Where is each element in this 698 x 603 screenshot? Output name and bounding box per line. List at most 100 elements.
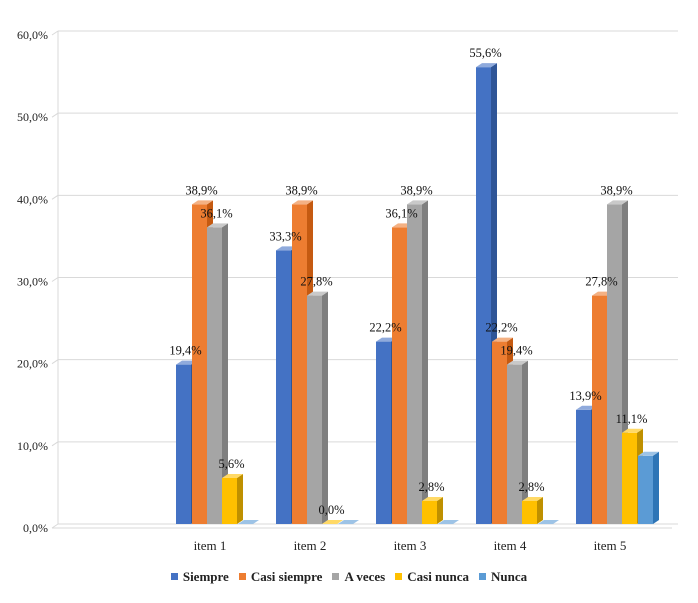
bar-top (376, 337, 397, 342)
data-label: 13,9% (569, 389, 601, 403)
y-tick-label: 60,0% (17, 28, 48, 42)
data-label: 22,2% (369, 321, 401, 335)
legend-item: A veces (332, 569, 385, 585)
bar-side (222, 223, 228, 524)
data-labels: 19,4% 38,9% 36,1% 5,6% 33,3% 38,9% 27,8% 0,0% 22… (169, 46, 647, 517)
bar-front (422, 500, 437, 524)
bar-front (607, 204, 622, 524)
bar-nunca (238, 520, 259, 524)
bar-top (438, 520, 459, 524)
bar-top (492, 337, 513, 342)
x-category-label: item 2 (294, 538, 327, 553)
bar-front (207, 227, 222, 524)
gridline-diagonal (51, 112, 59, 118)
bar-nunca (438, 520, 459, 524)
legend-item: Siempre (170, 568, 229, 585)
data-label: 0,0% (318, 503, 344, 517)
bar-front (392, 227, 407, 524)
x-category-label: item 4 (494, 538, 527, 553)
bar-front (592, 295, 607, 524)
bar-top (576, 405, 597, 410)
data-label: 38,9% (600, 183, 632, 197)
bar-front (507, 364, 522, 524)
bar-top (338, 520, 359, 524)
bar-top (176, 360, 197, 365)
legend-swatch (170, 573, 178, 580)
bar-front (222, 477, 237, 524)
bar-top (407, 200, 428, 205)
legend-swatch (395, 573, 403, 580)
bar-top (538, 520, 559, 524)
bar-top (507, 360, 528, 365)
bar-top (638, 451, 659, 456)
bars (176, 63, 659, 525)
bar-top (292, 200, 313, 205)
bar-side (437, 496, 443, 524)
y-tick-label: 30,0% (17, 275, 48, 289)
bar-casi-nunca (222, 473, 243, 524)
bar-side (322, 291, 328, 524)
y-tick-label: 40,0% (17, 192, 48, 206)
bar-top (422, 496, 443, 501)
data-label: 27,8% (300, 275, 332, 289)
data-label: 19,4% (169, 344, 201, 358)
bar-top (238, 520, 259, 524)
bar-front (576, 409, 591, 524)
bar-a-veces (507, 360, 528, 524)
bar-top (522, 496, 543, 501)
bar-top (476, 63, 497, 68)
data-label: 5,6% (218, 457, 244, 471)
bar-front (276, 250, 291, 524)
bar-nunca (638, 451, 659, 524)
x-category-label: item 5 (594, 538, 627, 553)
bar-top (322, 520, 343, 524)
gridline-diagonal (51, 523, 59, 529)
bar-top (622, 428, 643, 433)
bar-side (422, 200, 428, 524)
gridline-diagonal (51, 194, 59, 200)
gridline-diagonal (51, 441, 59, 447)
bar-casi-nunca (322, 520, 343, 524)
data-label: 38,9% (400, 183, 432, 197)
data-label: 2,8% (418, 480, 444, 494)
y-tick-label: 20,0% (17, 357, 48, 371)
bar-front (522, 500, 537, 524)
bar-casi-nunca (422, 496, 443, 524)
bar-front (376, 341, 391, 524)
data-label: 55,6% (469, 46, 501, 60)
bar-front (622, 432, 637, 524)
data-label: 33,3% (269, 229, 301, 243)
legend-label: Nunca (491, 568, 528, 584)
gridline-diagonal (51, 277, 59, 282)
data-label: 22,2% (485, 321, 517, 335)
y-tick-label: 10,0% (17, 439, 48, 453)
bar-front (638, 455, 653, 524)
x-axis-categories: item 1 item 2 item 3 item 4 item 5 (194, 538, 627, 553)
data-label: 36,1% (385, 206, 417, 220)
x-category-label: item 1 (194, 538, 227, 553)
bar-front (307, 295, 322, 524)
bar-top (207, 223, 228, 228)
bar-front (476, 67, 491, 525)
y-tick-label: 50,0% (17, 110, 48, 124)
bar-casi-nunca (522, 496, 543, 524)
legend-label: Casi siempre (250, 568, 323, 584)
data-label: 38,9% (285, 183, 317, 197)
data-label: 2,8% (518, 480, 544, 494)
bar-front (292, 204, 307, 524)
bar-top (276, 246, 297, 251)
data-label: 38,9% (185, 183, 217, 197)
gridline-diagonal (51, 30, 59, 36)
legend-label: Siempre (182, 568, 229, 584)
bar-front (492, 341, 507, 524)
bar-nunca (538, 520, 559, 524)
bar-front (176, 364, 191, 524)
data-label: 27,8% (585, 275, 617, 289)
legend-label: A veces (344, 568, 386, 584)
legend-label: Casi nunca (407, 568, 470, 584)
legend-item: Casi nunca (395, 569, 469, 585)
gridline-diagonal (51, 359, 59, 365)
legend-swatch (238, 573, 246, 580)
data-label: 19,4% (500, 344, 532, 358)
legend-swatch (332, 573, 340, 580)
